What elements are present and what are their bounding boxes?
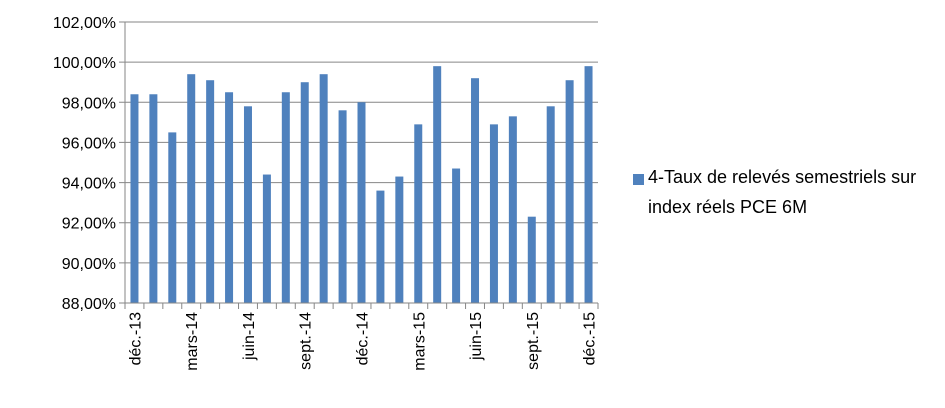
y-tick-label: 94,00% — [62, 176, 116, 193]
x-tick-label: juin-15 — [468, 312, 485, 361]
bar — [471, 78, 480, 303]
bar — [489, 124, 498, 303]
x-axis-tick-labels: déc.-13 mars-14 juin-14 sept.-14 déc.-14 mars… — [127, 312, 598, 371]
bar — [414, 124, 423, 303]
x-tick-label: déc.-13 — [127, 312, 144, 365]
x-tick-label: sept.-14 — [298, 312, 315, 370]
bar — [357, 102, 366, 303]
legend: 4-Taux de relevés semestriels sur index … — [633, 167, 938, 222]
bar — [168, 132, 177, 303]
y-tick-label: 98,00% — [62, 95, 116, 112]
x-tick-label: déc.-14 — [355, 312, 372, 365]
bar — [395, 176, 404, 303]
bar-series — [130, 66, 593, 304]
x-tick-label: sept.-15 — [525, 312, 542, 370]
bar — [338, 110, 347, 303]
bar — [281, 92, 290, 303]
x-tick-label: mars-14 — [184, 312, 201, 371]
bar — [546, 106, 555, 303]
bar — [130, 94, 139, 303]
axes — [124, 22, 599, 309]
y-axis-tick-labels: 88,00% 90,00% 92,00% 94,00% 96,00% 98,00% 100,… — [53, 15, 116, 313]
y-tick-label: 88,00% — [62, 296, 116, 313]
y-tick-label: 96,00% — [62, 135, 116, 152]
bar — [262, 174, 271, 303]
bar — [584, 66, 593, 303]
x-tick-label: juin-14 — [241, 312, 258, 361]
bar — [565, 80, 574, 304]
y-tick-label: 102,00% — [53, 15, 116, 32]
bar — [433, 66, 442, 303]
bar — [225, 92, 234, 303]
bar — [300, 82, 309, 304]
bar — [149, 94, 158, 303]
legend-swatch — [633, 174, 644, 185]
y-tick-label: 90,00% — [62, 256, 116, 273]
bar — [376, 190, 385, 303]
bar — [508, 116, 517, 303]
bar — [452, 168, 461, 303]
bar — [243, 106, 252, 303]
y-tick-label: 100,00% — [53, 55, 116, 72]
x-tick-label: déc.-15 — [582, 312, 599, 365]
x-tick-label: mars-15 — [411, 312, 428, 371]
bar — [319, 74, 328, 303]
bar — [527, 216, 536, 303]
bar — [187, 74, 196, 303]
bar — [206, 80, 215, 304]
y-tick-label: 92,00% — [62, 216, 116, 233]
legend-label: 4-Taux de relevés semestriels sur index … — [648, 167, 917, 217]
